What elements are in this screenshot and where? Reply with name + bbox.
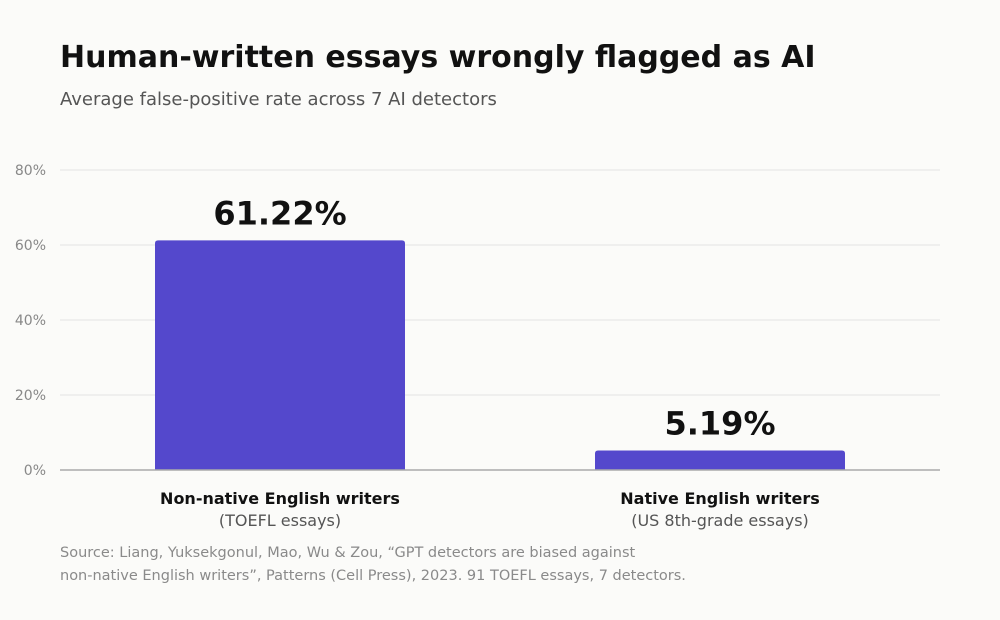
- bar: [155, 240, 405, 470]
- y-tick-label: 40%: [15, 313, 46, 329]
- x-category-sublabel: (TOEFL essays): [219, 511, 341, 530]
- chart-title: Human-written essays wrongly flagged as …: [60, 40, 816, 75]
- source-line-2: non-native English writers”, Patterns (C…: [60, 568, 686, 584]
- y-tick-label: 60%: [15, 238, 46, 254]
- source-note: Source: Liang, Yuksekgonul, Mao, Wu & Zo…: [60, 542, 686, 588]
- bar-value-label: 5.19%: [664, 405, 775, 443]
- y-tick-label: 80%: [15, 163, 46, 179]
- y-tick-label: 20%: [15, 388, 46, 404]
- x-category-label: Non-native English writers: [160, 489, 400, 508]
- bar-value-label: 61.22%: [213, 194, 346, 232]
- x-category-sublabel: (US 8th-grade essays): [631, 511, 809, 530]
- x-category-label: Native English writers: [620, 489, 819, 508]
- source-line-1: Source: Liang, Yuksekgonul, Mao, Wu & Zo…: [60, 545, 636, 561]
- y-tick-label: 0%: [24, 463, 46, 479]
- chart-subtitle: Average false-positive rate across 7 AI …: [60, 89, 497, 110]
- bar: [595, 450, 845, 470]
